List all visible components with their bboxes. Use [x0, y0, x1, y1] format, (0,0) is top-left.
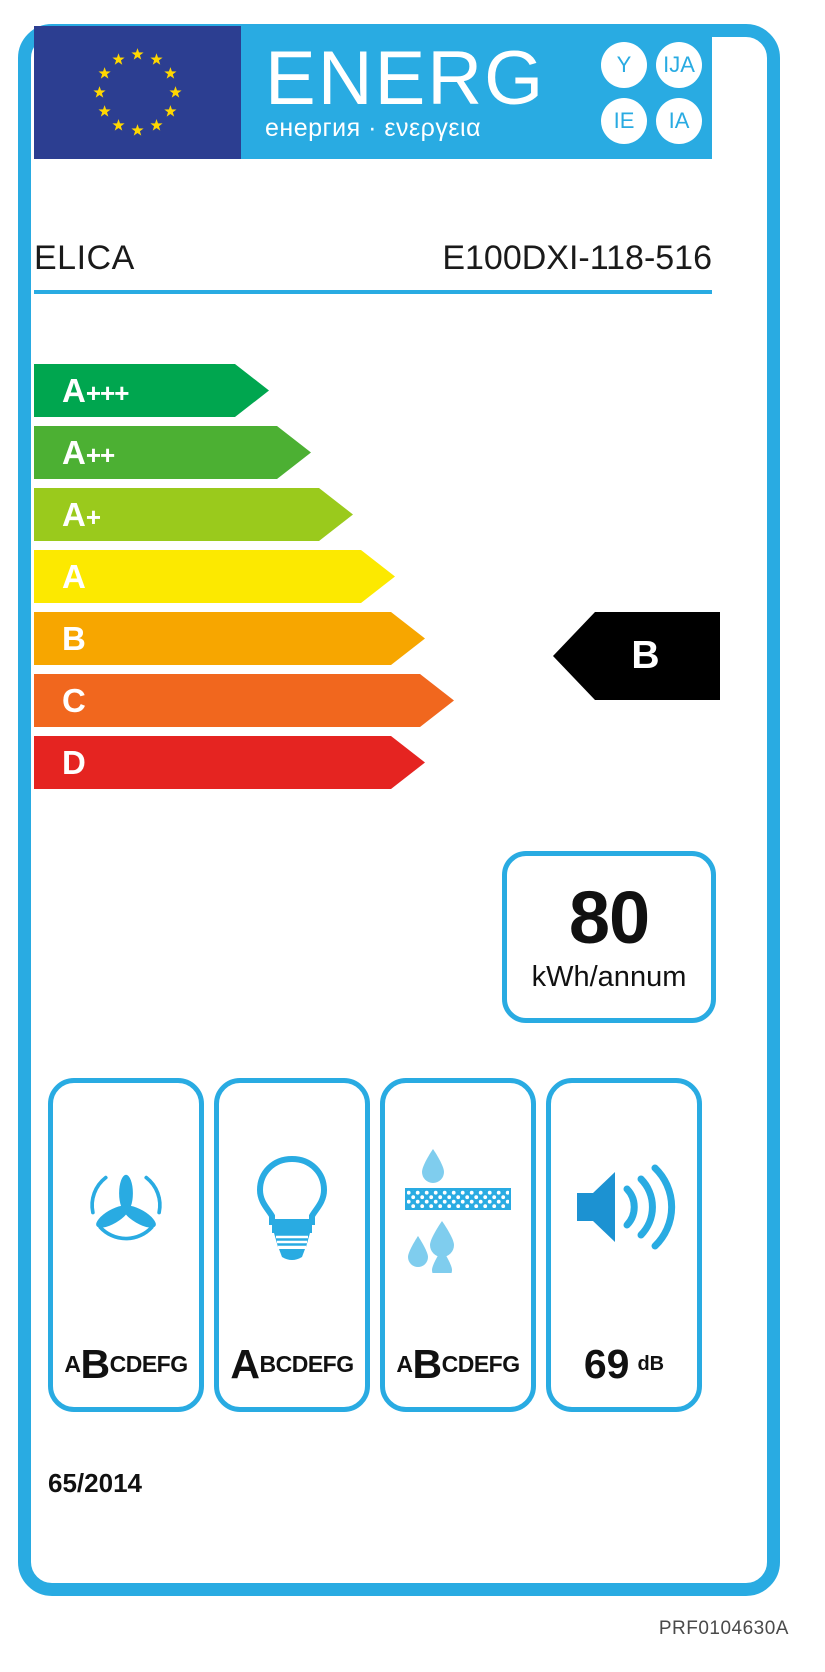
- energy-class-row: A+++: [34, 364, 454, 417]
- header-divider: [34, 290, 712, 294]
- lang-circle-y: Y: [601, 41, 647, 88]
- energy-class-label: A: [62, 558, 86, 595]
- lighting-efficiency-box: A BCDEFG: [214, 1078, 370, 1412]
- lighting-class-strip: A BCDEFG: [219, 1321, 365, 1407]
- energy-class-arrow: [34, 426, 311, 479]
- lang-circle-ie: IE: [601, 97, 647, 144]
- prf-code: PRF0104630A: [658, 1618, 789, 1639]
- energy-class-arrow: [34, 488, 353, 541]
- model-identifier: E100DXI-118-516: [442, 238, 712, 277]
- class-highlight: B: [80, 1340, 111, 1387]
- class-suffix: CDEFG: [441, 1350, 521, 1377]
- energy-class-row: C: [34, 674, 454, 727]
- class-prefix: A: [64, 1350, 81, 1377]
- grease-class-strip: A B CDEFG: [385, 1321, 531, 1407]
- noise-level-box: 69 dB: [546, 1078, 702, 1412]
- energy-class-arrow: [34, 612, 425, 665]
- fan-icon: [53, 1083, 199, 1321]
- energy-class-scale: A+++ A++ A+ A B C D: [34, 364, 454, 798]
- energ-subtitle: енергия · ενεργεια: [265, 113, 482, 142]
- noise-unit: dB: [637, 1352, 665, 1375]
- eu-flag: [34, 26, 241, 159]
- lang-circle-ija: IJA: [656, 41, 702, 88]
- energy-class-label: A+++: [62, 372, 129, 409]
- energy-class-row: A: [34, 550, 454, 603]
- fluid-dynamic-efficiency-box: A B CDEFG: [48, 1078, 204, 1412]
- brand-row: ELICA E100DXI-118-516: [34, 227, 712, 289]
- speaker-icon: [551, 1083, 697, 1321]
- regulation-number: 65/2014: [48, 1468, 142, 1498]
- energy-class-row: D: [34, 736, 454, 789]
- energy-class-arrow: [34, 364, 269, 417]
- annual-consumption-value: 80: [568, 875, 650, 959]
- energ-wordmark: ENERG енергия · ενεργεια Y IJA IE IA: [241, 26, 712, 159]
- energy-rating-badge: B: [553, 612, 720, 700]
- energy-class-label: D: [62, 744, 86, 781]
- energy-class-label: A++: [62, 434, 115, 471]
- label-header: ENERG енергия · ενεργεια Y IJA IE IA: [34, 26, 712, 159]
- lang-circle-ia: IA: [656, 97, 702, 144]
- energy-class-row: B: [34, 612, 454, 665]
- annual-consumption-unit: kWh/annum: [531, 960, 687, 993]
- supplier-brand: ELICA: [34, 238, 135, 277]
- energy-class-row: A++: [34, 426, 454, 479]
- class-suffix: CDEFG: [109, 1350, 189, 1377]
- energy-class-arrow: [34, 550, 395, 603]
- lightbulb-icon: [219, 1083, 365, 1321]
- class-prefix: A: [396, 1350, 413, 1377]
- energy-rating-letter: B: [631, 634, 660, 677]
- energy-class-row: A+: [34, 488, 454, 541]
- energ-title: ENERG: [265, 36, 546, 122]
- noise-value: 69: [583, 1340, 630, 1387]
- class-highlight: A: [230, 1340, 260, 1387]
- info-boxes-row: A B CDEFG A BCDEFG: [48, 1078, 702, 1412]
- language-circles: Y IJA IE IA: [601, 41, 702, 144]
- class-highlight: B: [412, 1340, 443, 1387]
- energy-class-label: C: [62, 682, 86, 719]
- energy-class-arrow: [34, 736, 425, 789]
- energy-class-label: A+: [62, 496, 101, 533]
- grease-filtering-box: A B CDEFG: [380, 1078, 536, 1412]
- energy-class-arrow: [34, 674, 454, 727]
- energy-class-label: B: [62, 620, 86, 657]
- fluid-dynamic-class-strip: A B CDEFG: [53, 1321, 199, 1407]
- noise-level-strip: 69 dB: [551, 1321, 697, 1407]
- class-suffix: BCDEFG: [259, 1350, 354, 1377]
- annual-consumption-box: 80 kWh/annum: [502, 851, 716, 1023]
- grease-filter-icon: [385, 1083, 531, 1321]
